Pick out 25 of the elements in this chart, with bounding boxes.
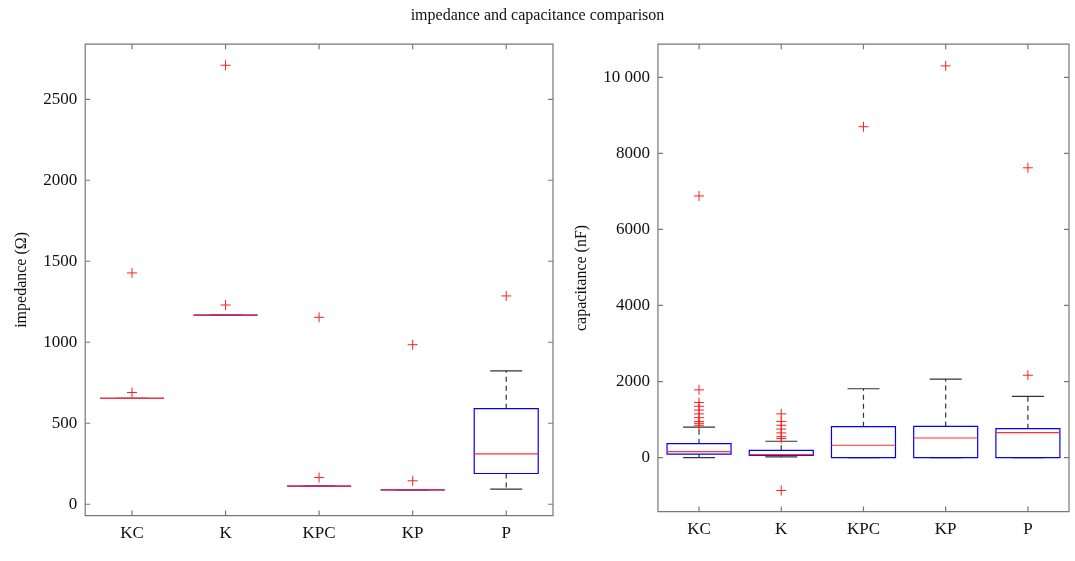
y-axis-title: impedance (Ω)	[11, 231, 30, 328]
y-tick-label: 6000	[615, 218, 650, 238]
y-tick-label: 1500	[43, 250, 78, 270]
y-tick-label: 2500	[43, 88, 78, 108]
x-tick-label: KP	[401, 523, 424, 543]
x-tick-label: KPC	[846, 519, 881, 539]
y-tick-label: 0	[641, 447, 650, 467]
y-axis-title: capacitance (nF)	[571, 224, 590, 331]
x-tick-label: P	[1023, 519, 1033, 539]
y-tick-label: 10 000	[603, 66, 650, 86]
x-tick-label: KPC	[302, 523, 336, 543]
y-tick-label: 8000	[615, 142, 650, 162]
y-tick-label: 0	[68, 493, 78, 513]
y-tick-label: 4000	[615, 294, 650, 314]
y-tick-label: 2000	[43, 169, 78, 189]
x-tick-label: K	[219, 523, 233, 543]
y-tick-label: 2000	[615, 371, 650, 390]
x-tick-label: KC	[120, 523, 144, 543]
x-tick-label: KP	[934, 519, 957, 539]
y-tick-label: 500	[51, 412, 78, 432]
y-tick-label: 1000	[43, 331, 78, 351]
x-tick-label: KC	[687, 519, 711, 539]
x-tick-label: K	[775, 519, 789, 539]
x-tick-label: P	[501, 523, 511, 543]
chart-title: impedance and capacitance comparison	[409, 6, 666, 24]
